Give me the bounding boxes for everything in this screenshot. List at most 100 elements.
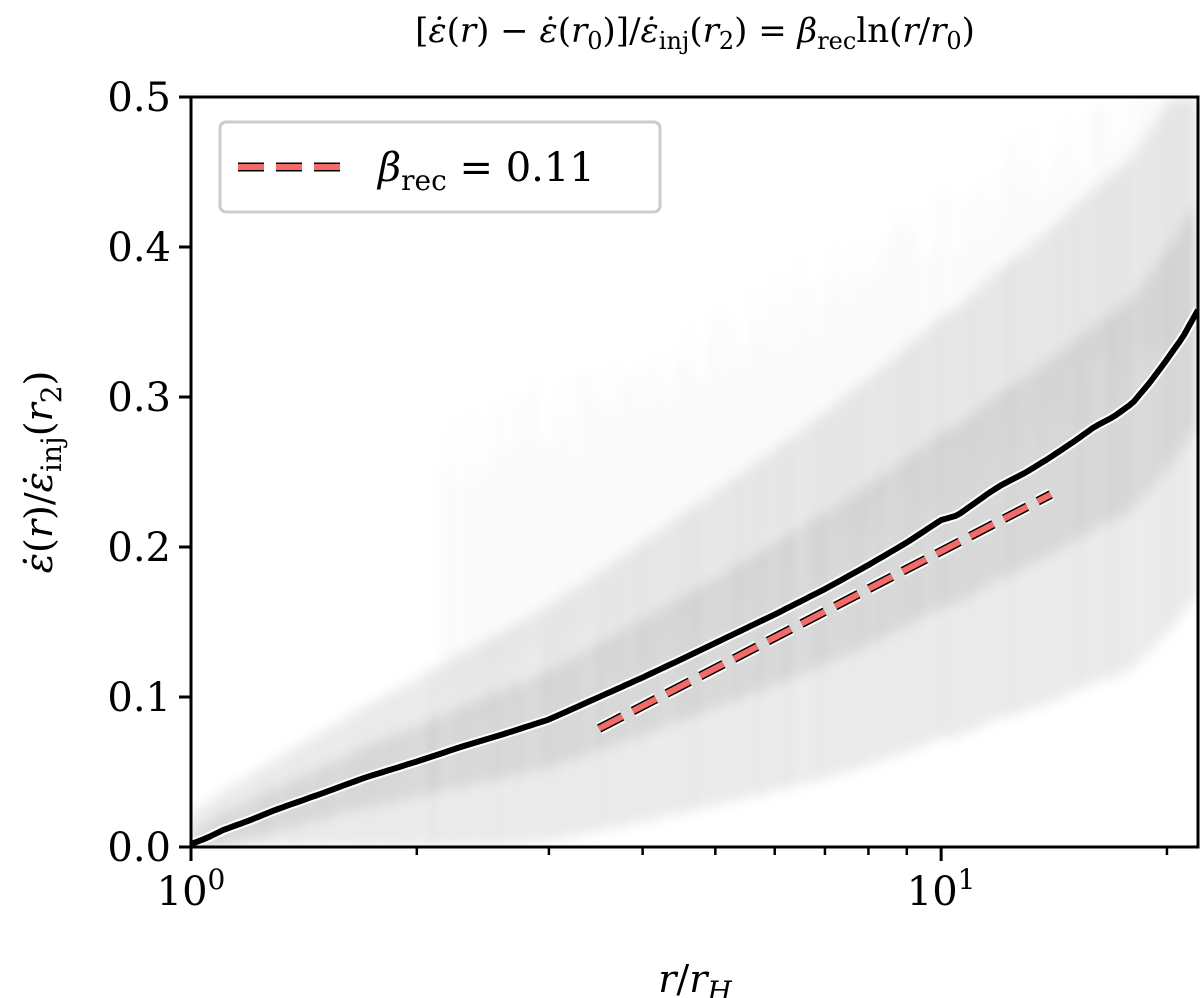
density-faint [918, 257, 922, 512]
density-faint [1055, 155, 1059, 410]
density-faint [660, 382, 664, 637]
density-faint [631, 373, 635, 628]
density-faint [727, 315, 731, 570]
density-faint [770, 299, 774, 554]
density-faint [623, 381, 627, 636]
density-faint [1087, 174, 1091, 429]
legend: βrec = 0.11 [218, 120, 662, 214]
density-faint [831, 245, 835, 500]
density-faint [793, 345, 797, 600]
density-faint [645, 410, 649, 665]
density-faint [1151, 97, 1155, 352]
density-faint [857, 288, 861, 543]
density-faint [966, 206, 970, 461]
density-faint [1049, 172, 1053, 427]
density-faint [812, 289, 816, 544]
density-faint [807, 322, 811, 577]
density-faint [1103, 106, 1107, 361]
density-faint [569, 452, 573, 707]
density-faint [973, 184, 977, 439]
density-faint [1062, 192, 1066, 447]
density-faint [956, 256, 960, 511]
density-faint [798, 258, 802, 513]
density-faint [1001, 215, 1005, 470]
density-faint [650, 361, 654, 616]
density-faint [928, 259, 932, 514]
fit-line-path [597, 491, 1053, 732]
density-faint [588, 395, 592, 650]
density-faint [1138, 97, 1142, 352]
legend-box [218, 120, 662, 214]
density-faint [702, 375, 706, 630]
density-faint [1041, 190, 1045, 445]
density-faint [1145, 106, 1149, 361]
density-faint [451, 490, 455, 745]
density-faint [838, 304, 842, 559]
y-tick-label: 0.5 [107, 75, 171, 121]
density-faint [913, 207, 917, 462]
density-faint [604, 405, 608, 660]
density-faint [784, 307, 788, 562]
y-tick-label: 0.1 [107, 675, 171, 721]
density-faint [696, 378, 700, 633]
density-faint [708, 339, 712, 594]
density-faint [530, 397, 534, 652]
density-faint [717, 308, 721, 563]
density-faint [523, 394, 527, 649]
density-faint [558, 418, 562, 673]
density-faint [990, 200, 994, 455]
density-faint [886, 242, 890, 497]
density-faint [1169, 97, 1173, 352]
density-faint [752, 289, 756, 544]
density-faint [1178, 97, 1182, 341]
density-faint [442, 466, 446, 721]
density-faint [564, 436, 568, 691]
density-faint [822, 275, 826, 530]
density-faint [941, 190, 945, 445]
density-faint [513, 396, 517, 651]
density-faint [713, 317, 717, 572]
density-faint [758, 318, 762, 573]
x-tick-label: 100 [157, 863, 226, 915]
density-faint [1080, 169, 1084, 424]
density-faint [677, 348, 681, 603]
density-faint [509, 450, 513, 705]
density-faint [455, 418, 459, 673]
density-faint [1092, 108, 1096, 363]
density-faint [478, 485, 482, 740]
x-tick-label: 101 [907, 863, 976, 915]
density-faint [446, 438, 450, 693]
density-faint [608, 415, 612, 670]
density-faint [882, 252, 886, 507]
density-faint [471, 407, 475, 662]
density-faint [1033, 162, 1037, 417]
y-axis-label: ε̇(r)/ε̇inj(r2) [17, 371, 68, 574]
density-faint [788, 289, 792, 544]
plot-frame [189, 95, 1200, 849]
density-faint [1189, 97, 1193, 322]
density-faint [777, 355, 781, 610]
density-faint [1074, 128, 1078, 383]
legend-label: βrec = 0.11 [376, 145, 595, 197]
density-faint [979, 188, 983, 443]
fit-dashed-line [596, 488, 1054, 735]
density-faint [1156, 97, 1160, 352]
y-tick-label: 0.0 [107, 825, 171, 871]
density-faint [722, 373, 726, 628]
y-tick-label: 0.2 [107, 525, 171, 571]
density-faint [997, 171, 1001, 426]
density-faint [687, 325, 691, 580]
density-faint [617, 410, 621, 665]
density-faint [847, 270, 851, 525]
density-faint [1025, 179, 1029, 434]
mean-profile-line [191, 307, 1198, 847]
density-faint [534, 381, 538, 636]
density-faint [1127, 97, 1131, 352]
density-faint [692, 371, 696, 626]
x-axis-ticks: 100 101 [157, 847, 1169, 915]
density-faint [908, 259, 912, 514]
density-faint [488, 468, 492, 723]
density-faint [668, 405, 672, 660]
density-faint [538, 442, 542, 697]
